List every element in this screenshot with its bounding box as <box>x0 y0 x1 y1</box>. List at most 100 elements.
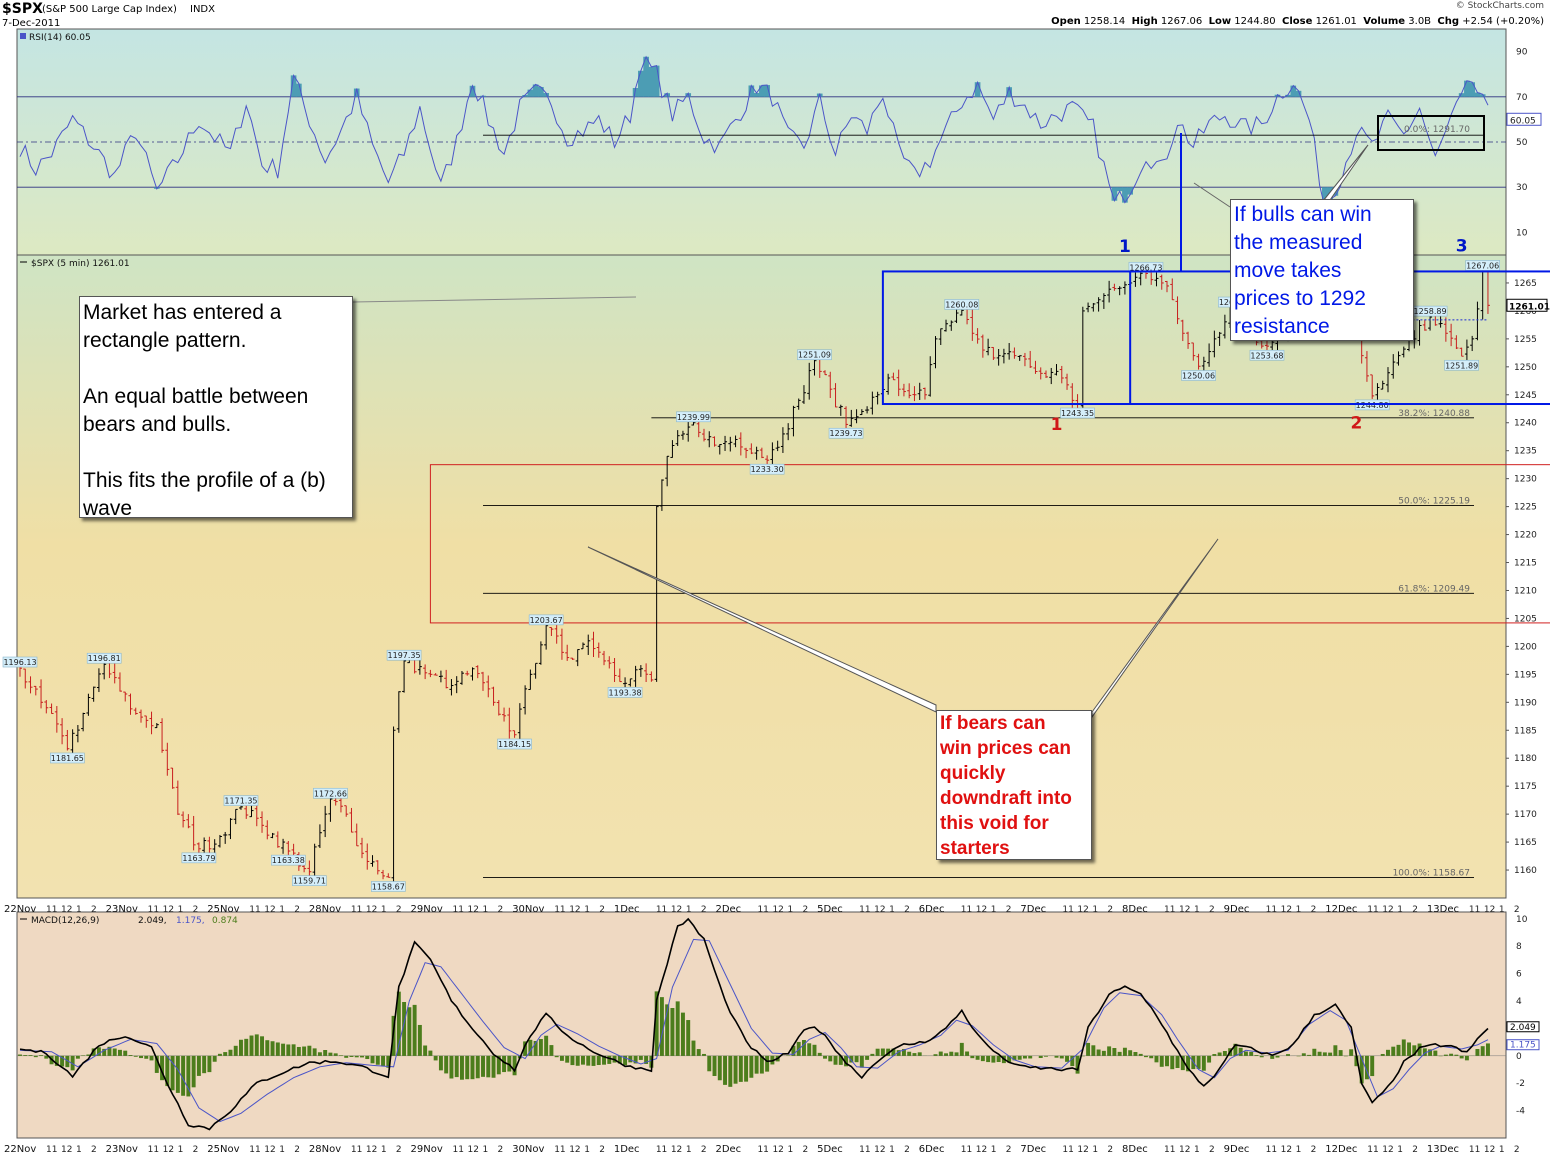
macd-x-hour-label: 12 <box>366 1145 377 1155</box>
price-label-tag: 1163.38 <box>271 854 306 866</box>
bears-pointer-left <box>587 546 937 713</box>
price-label-text: 1197.35 <box>388 651 421 660</box>
close-value: 1261.01 <box>1315 16 1357 27</box>
rsi-y-tick-label: 10 <box>1516 228 1528 238</box>
price-label-tag: 1267.06 <box>1465 260 1500 271</box>
price-y-tick-label: 1185 <box>1514 726 1537 736</box>
macd-title: MACD(12,26,9) <box>31 916 99 926</box>
symbol: $SPX <box>2 1 43 17</box>
price-label-text: 1172.66 <box>314 789 347 798</box>
price-label-box <box>497 738 532 750</box>
price-label-tag: 1253.68 <box>1249 349 1285 361</box>
price-label-box <box>313 787 348 799</box>
rsi-title: RSI(14) 60.05 <box>29 33 91 43</box>
price-label-text: 1158.67 <box>372 882 405 891</box>
macd-line <box>19 917 1489 1131</box>
wave-label: 1 <box>1119 237 1131 257</box>
price-x-hour-label: 1 <box>1194 905 1200 915</box>
price-label-text: 1258.89 <box>1414 307 1447 316</box>
macd-last-value-tag <box>1506 1039 1540 1051</box>
macd-x-hour-label: 2 <box>1006 1145 1012 1155</box>
price-x-hour-label: 11 <box>1469 905 1480 915</box>
price-x-hour-label: 11 <box>249 905 260 915</box>
price-x-hour-label: 2 <box>701 905 707 915</box>
macd-x-hour-label: 11 <box>1367 1145 1378 1155</box>
macd-y-tick-label: 10 <box>1516 915 1528 925</box>
price-y-tick-label: 1205 <box>1514 614 1537 624</box>
price-label-tag: 1203.67 <box>528 614 564 626</box>
fib-label: 61.8%: 1209.49 <box>1398 584 1470 594</box>
price-label-box <box>181 852 217 864</box>
price-x-hour-label: 11 <box>554 905 565 915</box>
macd-x-date-label: 23Nov <box>106 1144 138 1155</box>
price-label-text: 1163.79 <box>182 854 215 863</box>
price-x-hour-label: 1 <box>584 905 590 915</box>
price-label-tag: 1196.81 <box>86 652 122 664</box>
macd-y-tick-label: -4 <box>1516 1107 1525 1117</box>
price-x-hour-label: 2 <box>1514 905 1520 915</box>
price-label-text: 1171.35 <box>224 797 257 806</box>
macd-x-date-label: 6Dec <box>919 1144 945 1155</box>
price-x-hour-label: 12 <box>976 905 987 915</box>
price-x-hour-label: 12 <box>1179 905 1190 915</box>
price-x-date-label: 2Dec <box>715 904 741 915</box>
macd-x-hour-label: 11 <box>1062 1145 1073 1155</box>
macd-last-value-tag <box>1506 1021 1540 1033</box>
price-label-box <box>676 411 711 423</box>
low-value: 1244.80 <box>1234 16 1276 27</box>
price-x-hour-label: 12 <box>1077 905 1088 915</box>
price-label-text: 1239.99 <box>677 413 710 422</box>
price-y-tick-label: 1220 <box>1514 531 1537 541</box>
macd-x-date-label: 13Dec <box>1427 1144 1459 1155</box>
bulls-measured-move-note: If bulls can win the measured move takes… <box>1230 199 1414 341</box>
macd-x-hour-label: 11 <box>1469 1145 1480 1155</box>
price-x-hour-label: 2 <box>904 905 910 915</box>
price-label-box <box>749 463 785 475</box>
price-x-hour-label: 12 <box>671 905 682 915</box>
macd-x-hour-label: 12 <box>61 1145 72 1155</box>
price-x-hour-label: 12 <box>772 905 783 915</box>
price-y-tick-label: 1260 <box>1514 307 1537 317</box>
price-label-tag: 1239.99 <box>676 411 711 423</box>
price-label-tag: 1181.65 <box>50 752 85 764</box>
price-label-box <box>86 652 122 664</box>
price-x-date-label: 6Dec <box>919 904 945 915</box>
price-x-hour-label: 2 <box>498 905 504 915</box>
fib-target-label: 0.0%: 1291.70 <box>1404 125 1470 135</box>
macd-x-hour-label: 1 <box>279 1145 285 1155</box>
open-label: Open <box>1051 16 1081 27</box>
price-label-text: 1267.06 <box>1466 261 1499 270</box>
macd-x-hour-label: 12 <box>1484 1145 1495 1155</box>
price-label-text: 1251.89 <box>1445 361 1478 370</box>
rectangle-pattern-box <box>881 270 1550 406</box>
price-label-tag: 1258.89 <box>1412 305 1448 317</box>
price-x-hour-label: 2 <box>1006 905 1012 915</box>
macd-x-hour-label: 12 <box>1179 1145 1190 1155</box>
price-x-hour-label: 2 <box>1412 905 1418 915</box>
price-y-tick-label: 1265 <box>1514 279 1537 289</box>
price-label-text: 1251.09 <box>798 351 831 360</box>
price-y-tick-label: 1170 <box>1514 810 1537 820</box>
macd-x-hour-label: 2 <box>1107 1145 1113 1155</box>
high-label: High <box>1131 16 1158 27</box>
price-x-date-label: 22Nov <box>4 904 36 915</box>
macd-x-date-label: 2Dec <box>715 1144 741 1155</box>
change-value: +2.54 (+0.20%) <box>1462 16 1544 27</box>
price-x-date-label: 8Dec <box>1122 904 1148 915</box>
price-x-date-label: 25Nov <box>207 904 239 915</box>
price-label-box <box>386 649 422 661</box>
price-last-value-text: 1261.01 <box>1509 302 1550 312</box>
volume-value: 3.0B <box>1408 16 1432 27</box>
macd-x-hour-label: 2 <box>701 1145 707 1155</box>
macd-panel-bg <box>16 911 1507 1139</box>
price-x-hour-label: 2 <box>294 905 300 915</box>
price-x-hour-label: 12 <box>569 905 580 915</box>
price-y-tick-label: 1180 <box>1514 754 1537 764</box>
price-label-tag: 1243.35 <box>1060 407 1095 419</box>
price-label-text: 1163.38 <box>272 856 305 865</box>
price-label-text: 1159.71 <box>293 877 326 886</box>
macd-y-tick-label: -2 <box>1516 1079 1525 1089</box>
macd-x-hour-label: 12 <box>976 1145 987 1155</box>
price-y-tick-label: 1195 <box>1514 670 1537 680</box>
price-x-hour-label: 1 <box>991 905 997 915</box>
